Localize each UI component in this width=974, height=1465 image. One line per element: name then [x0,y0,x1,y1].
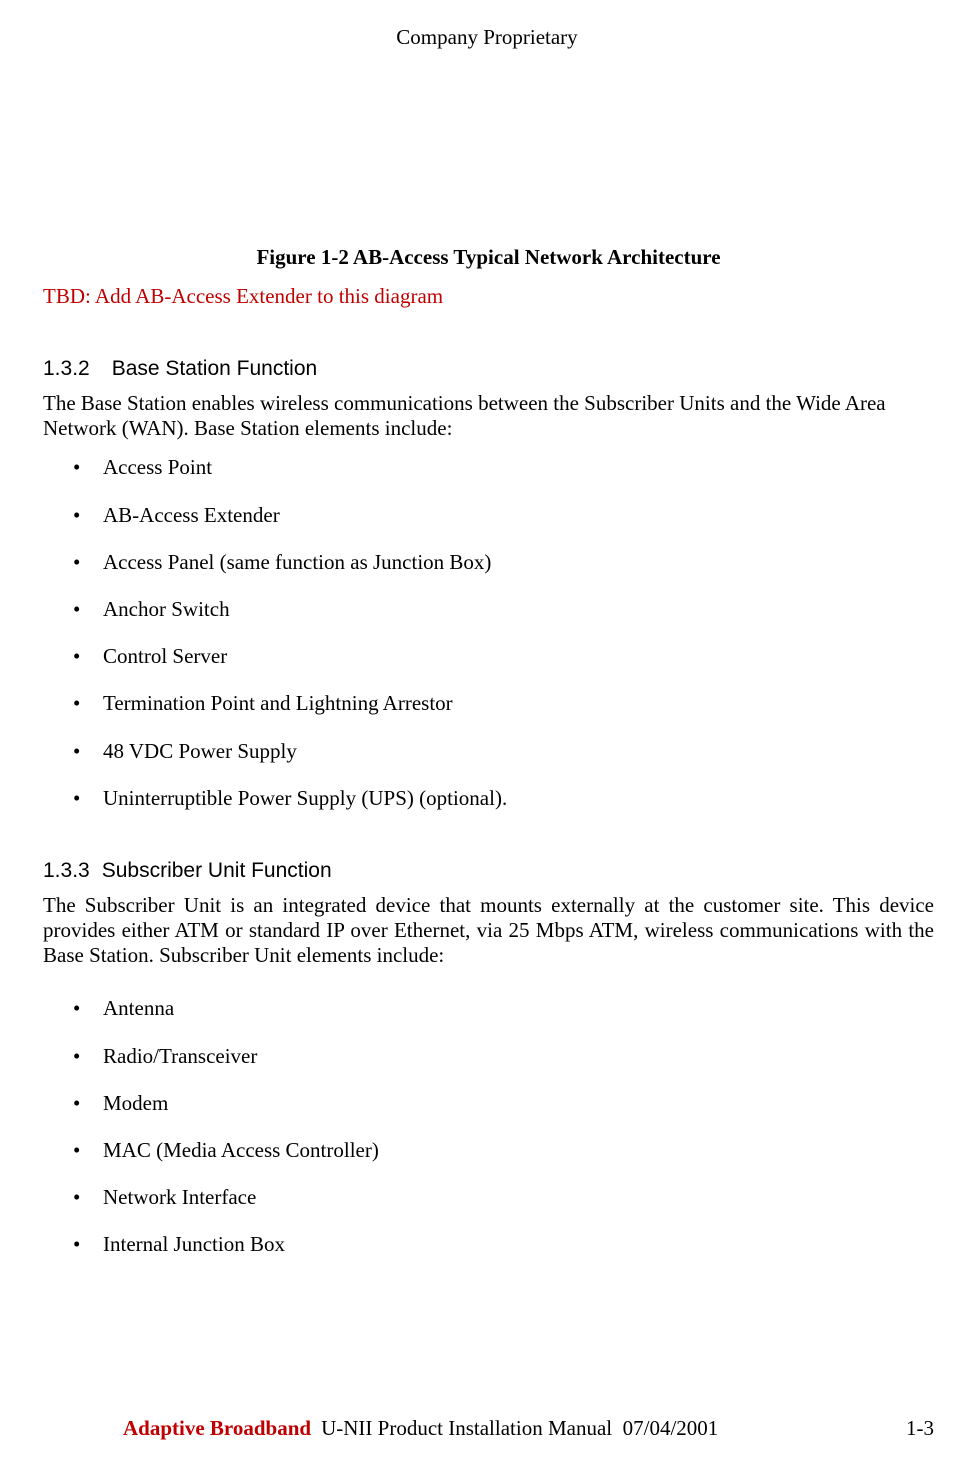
list-item: Access Point [73,455,934,480]
page-footer: Adaptive Broadband U-NII Product Install… [0,1416,974,1441]
list-item: 48 VDC Power Supply [73,739,934,764]
list-item: AB-Access Extender [73,503,934,528]
footer-title-text: U-NII Product Installation Manual [321,1416,612,1440]
footer-brand: Adaptive Broadband [123,1416,311,1441]
list-item: MAC (Media Access Controller) [73,1138,934,1163]
list-item: Termination Point and Lightning Arrestor [73,691,934,716]
figure-caption: Figure 1-2 AB-Access Typical Network Arc… [43,245,934,270]
list-item: Modem [73,1091,934,1116]
section-133-list: Antenna Radio/Transceiver Modem MAC (Med… [43,996,934,1257]
list-item: Network Interface [73,1185,934,1210]
list-item: Uninterruptible Power Supply (UPS) (opti… [73,786,934,811]
page-content: Figure 1-2 AB-Access Typical Network Arc… [0,245,974,1258]
section-133-intro: The Subscriber Unit is an integrated dev… [43,893,934,969]
section-132-intro: The Base Station enables wireless commun… [43,391,934,441]
list-item: Radio/Transceiver [73,1044,934,1069]
footer-page-number: 1-3 [906,1416,934,1441]
section-132-number: 1.3.2 [43,357,90,381]
section-132-heading: 1.3.2 Base Station Function [43,357,934,381]
section-133-heading: 1.3.3 Subscriber Unit Function [43,859,934,883]
section-132-list: Access Point AB-Access Extender Access P… [43,455,934,811]
list-item: Internal Junction Box [73,1232,934,1257]
footer-manual-title: U-NII Product Installation Manual 07/04/… [321,1416,718,1441]
section-132-title: Base Station Function [112,357,317,380]
list-item: Access Panel (same function as Junction … [73,550,934,575]
list-item: Antenna [73,996,934,1021]
section-133-number: 1.3.3 [43,859,90,883]
section-133-title: Subscriber Unit Function [102,859,332,882]
footer-date: 07/04/2001 [623,1416,719,1440]
list-item: Control Server [73,644,934,669]
list-item: Anchor Switch [73,597,934,622]
tbd-note: TBD: Add AB-Access Extender to this diag… [43,284,934,309]
header-classification: Company Proprietary [0,25,974,50]
